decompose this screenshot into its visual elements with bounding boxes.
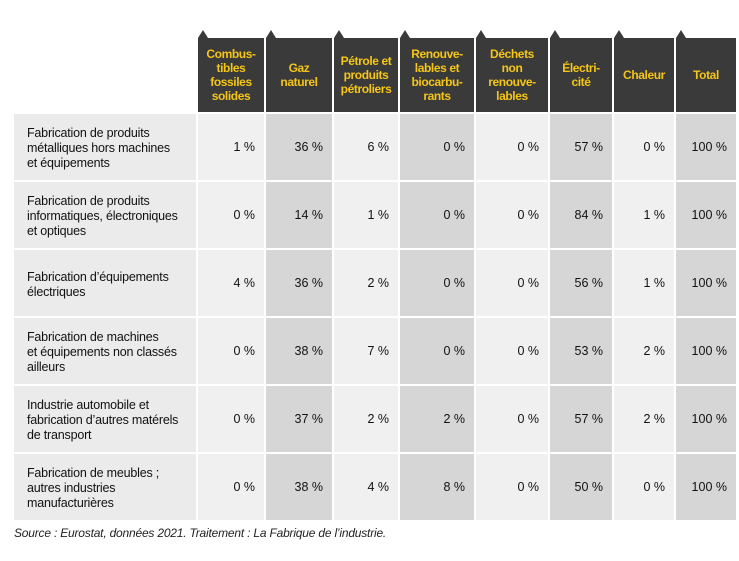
table-cell: 1 % (614, 250, 674, 316)
table-cell: 100 % (676, 318, 736, 384)
table-cell: 0 % (476, 114, 548, 180)
header-notch (676, 30, 686, 38)
column-header-label: Pétrole et produits pétroliers (340, 54, 392, 96)
table-cell: 36 % (266, 250, 332, 316)
table-cell: 53 % (550, 318, 612, 384)
header-notch (334, 30, 344, 38)
header-notch (400, 30, 410, 38)
table-cell: 0 % (198, 454, 264, 520)
column-header: Électri-cité (550, 30, 612, 112)
header-notch (198, 30, 208, 38)
row-label: Fabrication de produits métalliques hors … (14, 114, 196, 180)
table-cell: 100 % (676, 182, 736, 248)
table-cell: 4 % (198, 250, 264, 316)
row-label: Industrie automobile et fabrication d’aut… (14, 386, 196, 452)
table-cell: 0 % (198, 386, 264, 452)
table-cell: 0 % (198, 318, 264, 384)
header-notch (266, 30, 276, 38)
table-cell: 84 % (550, 182, 612, 248)
table-cell: 50 % (550, 454, 612, 520)
table-cell: 2 % (334, 250, 398, 316)
table-cell: 7 % (334, 318, 398, 384)
table-cell: 1 % (334, 182, 398, 248)
row-label: Fabrication de produits informatiques, él… (14, 182, 196, 248)
table-cell: 0 % (476, 182, 548, 248)
table-cell: 0 % (400, 114, 474, 180)
table-cell: 36 % (266, 114, 332, 180)
table-cell: 0 % (614, 114, 674, 180)
row-label: Fabrication de machines et équipements no… (14, 318, 196, 384)
table-cell: 0 % (476, 318, 548, 384)
column-header-label: Chaleur (623, 68, 665, 82)
table-cell: 38 % (266, 318, 332, 384)
table-cell: 2 % (614, 386, 674, 452)
column-header: Déchets non renouve-lables (476, 30, 548, 112)
column-header-label: Déchets non renouve-lables (488, 47, 536, 103)
header-notch (476, 30, 486, 38)
column-header: Renouve-lables et biocarbu-rants (400, 30, 474, 112)
table-cell: 1 % (614, 182, 674, 248)
column-header-label: Renouve-lables et biocarbu-rants (411, 47, 463, 103)
column-header: Gaz naturel (266, 30, 332, 112)
column-header-label: Électri-cité (562, 61, 600, 89)
table-cell: 37 % (266, 386, 332, 452)
table-cell: 56 % (550, 250, 612, 316)
table-cell: 6 % (334, 114, 398, 180)
header-notch (614, 30, 624, 38)
column-header: Combus-tibles fossiles solides (198, 30, 264, 112)
table-cell: 0 % (476, 454, 548, 520)
table-cell: 0 % (614, 454, 674, 520)
source-note: Source : Eurostat, données 2021. Traitem… (14, 526, 387, 540)
table-cell: 0 % (476, 250, 548, 316)
row-label: Fabrication de meubles ; autres industrie… (14, 454, 196, 520)
table-cell: 57 % (550, 386, 612, 452)
table-cell: 0 % (198, 182, 264, 248)
table-cell: 8 % (400, 454, 474, 520)
table-cell: 0 % (400, 318, 474, 384)
column-header: Chaleur (614, 30, 674, 112)
table-cell: 100 % (676, 454, 736, 520)
table-cell: 0 % (400, 250, 474, 316)
header-notch (550, 30, 560, 38)
table-cell: 38 % (266, 454, 332, 520)
column-header: Total (676, 30, 736, 112)
column-header-label: Gaz naturel (280, 61, 318, 89)
table-cell: 100 % (676, 250, 736, 316)
column-header-label: Combus-tibles fossiles solides (206, 47, 256, 103)
table-cell: 2 % (614, 318, 674, 384)
table-cell: 0 % (400, 182, 474, 248)
table-cell: 2 % (400, 386, 474, 452)
table-cell: 4 % (334, 454, 398, 520)
table-cell: 0 % (476, 386, 548, 452)
table-cell: 100 % (676, 114, 736, 180)
table-cell: 57 % (550, 114, 612, 180)
row-label: Fabrication d’équipements électriques (14, 250, 196, 316)
table-cell: 1 % (198, 114, 264, 180)
column-header: Pétrole et produits pétroliers (334, 30, 398, 112)
column-header-label: Total (693, 68, 719, 82)
table-cell: 14 % (266, 182, 332, 248)
table-cell: 100 % (676, 386, 736, 452)
table-cell: 2 % (334, 386, 398, 452)
